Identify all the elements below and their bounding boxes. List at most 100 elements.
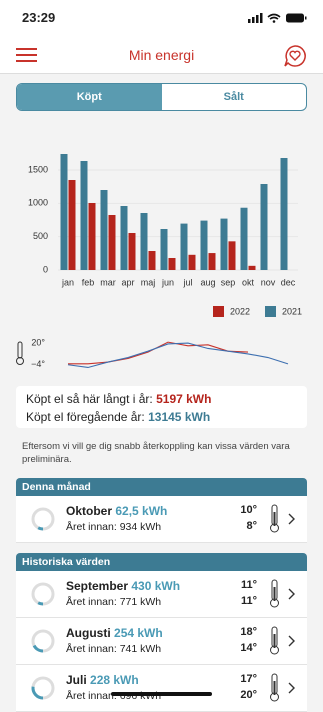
temperature-previous: 14°: [240, 642, 257, 654]
summary-row: Köpt el föregående år: 13145 kWh: [26, 410, 210, 424]
bar: [100, 190, 108, 270]
x-tick-label: sep: [221, 277, 236, 287]
bar: [228, 241, 236, 270]
bar: [148, 251, 156, 270]
status-time: 23:29: [22, 10, 56, 25]
menu-button[interactable]: [16, 47, 38, 63]
month-kwh: 254 kWh: [114, 626, 163, 640]
legend-label: 2021: [282, 306, 302, 316]
month-name: Oktober: [66, 504, 113, 518]
month-kwh: 62,5 kWh: [115, 504, 168, 518]
x-tick-label: feb: [82, 277, 95, 287]
bar: [120, 206, 128, 270]
x-tick-label: dec: [281, 277, 296, 287]
month-label: Oktober 62,5 kWh: [66, 504, 167, 518]
tab[interactable]: Sålt: [223, 91, 244, 103]
bar: [200, 220, 208, 270]
previous-year: Året innan: 934 kWh: [66, 521, 162, 533]
y-tick-label: 1000: [28, 198, 48, 208]
temperature-previous: 20°: [240, 689, 257, 701]
thermometer-chevron-icon: [270, 626, 295, 655]
y-tick-label: 0: [43, 264, 48, 274]
temperature: 18°: [240, 626, 257, 638]
legend-swatch: [213, 306, 224, 317]
bar: [180, 223, 188, 270]
legend-label: 2022: [230, 306, 250, 316]
bar: [240, 207, 248, 270]
x-tick-label: mar: [100, 277, 116, 287]
bar: [160, 229, 168, 270]
bar: [248, 265, 256, 270]
tab-bar: Köpt Sålt: [16, 83, 307, 111]
progress-icon: [31, 629, 55, 653]
temperature-line: [68, 341, 249, 365]
thermometer-chevron-icon: [270, 673, 295, 702]
x-tick-label: jan: [61, 277, 74, 287]
progress-icon: [31, 507, 55, 531]
thermometer-icon: [16, 341, 24, 365]
temperature-line: [67, 342, 289, 369]
x-tick-label: apr: [121, 277, 134, 287]
month-label: September 430 kWh: [66, 579, 180, 593]
progress-icon: [31, 582, 55, 606]
bar: [140, 213, 148, 270]
x-tick-label: jul: [182, 277, 192, 287]
month-name: Juli: [66, 673, 87, 687]
temperature-previous: 8°: [246, 520, 257, 532]
bar: [188, 254, 196, 270]
progress-icon: [31, 676, 55, 700]
x-tick-label: maj: [141, 277, 156, 287]
bar: [88, 203, 96, 270]
summary-value: 5197 kWh: [156, 392, 212, 406]
bar: [260, 184, 268, 270]
bar: [108, 215, 116, 270]
month-name: September: [66, 579, 129, 593]
y-tick-label: 500: [33, 231, 48, 241]
summary-row: Köpt el så här långt i år: 5197 kWh: [26, 392, 211, 406]
month-row[interactable]: Augusti 254 kWh Året innan: 741 kWh 18° 14°: [16, 618, 307, 665]
section-header: Denna månad: [16, 478, 307, 496]
month-row[interactable]: September 430 kWh Året innan: 771 kWh 11° 1…: [16, 571, 307, 618]
thermometer-chevron-icon: [270, 579, 295, 608]
legend-swatch: [265, 306, 276, 317]
temperature: 17°: [240, 673, 257, 685]
month-kwh: 430 kWh: [131, 579, 181, 593]
x-tick-label: jun: [161, 277, 174, 287]
x-tick-label: okt: [242, 277, 255, 287]
top-bar: [0, 0, 323, 74]
section-header: Historiska värden: [16, 553, 307, 571]
summary-label: Köpt el föregående år:: [26, 410, 145, 424]
bar: [128, 233, 136, 270]
summary-card: Köpt el så här långt i år: 5197 kWh Köpt…: [16, 386, 307, 428]
tab[interactable]: Köpt: [17, 84, 162, 110]
bar: [280, 158, 288, 270]
bar: [60, 154, 68, 270]
bar: [208, 253, 216, 270]
temperature: 11°: [240, 579, 257, 591]
home-indicator: [111, 692, 212, 696]
bar: [220, 218, 228, 270]
summary-label: Köpt el så här långt i år:: [26, 392, 153, 406]
bar: [80, 161, 88, 270]
page-title: Min energi: [128, 47, 195, 63]
bar: [168, 258, 176, 270]
bar: [68, 180, 76, 270]
summary-value: 13145 kWh: [148, 410, 211, 424]
month-name: Augusti: [66, 626, 111, 640]
charts: 0 500 1000 1500 jan feb mar apr maj jun jul aug sep o…: [16, 154, 302, 369]
previous-year: Året innan: 741 kWh: [66, 643, 162, 655]
thermometer-chevron-icon: [270, 504, 295, 533]
month-label: Augusti 254 kWh: [66, 626, 163, 640]
y-tick-label: 1500: [28, 164, 48, 174]
month-row[interactable]: Juli 228 kWh Året innan: 696 kWh 17° 20°: [16, 665, 307, 712]
note: Eftersom vi vill ge dig snabb återkoppli…: [22, 441, 290, 465]
y-tick-label: 20°: [31, 337, 45, 347]
month-row[interactable]: Oktober 62,5 kWh Året innan: 934 kWh 10° 8°: [16, 496, 307, 543]
month-label: Juli 228 kWh: [66, 673, 139, 687]
temperature: 10°: [240, 504, 257, 516]
y-tick-label: −4°: [31, 359, 45, 369]
month-kwh: 228 kWh: [90, 673, 139, 687]
x-tick-label: aug: [200, 277, 215, 287]
favorite-button[interactable]: [283, 44, 307, 68]
